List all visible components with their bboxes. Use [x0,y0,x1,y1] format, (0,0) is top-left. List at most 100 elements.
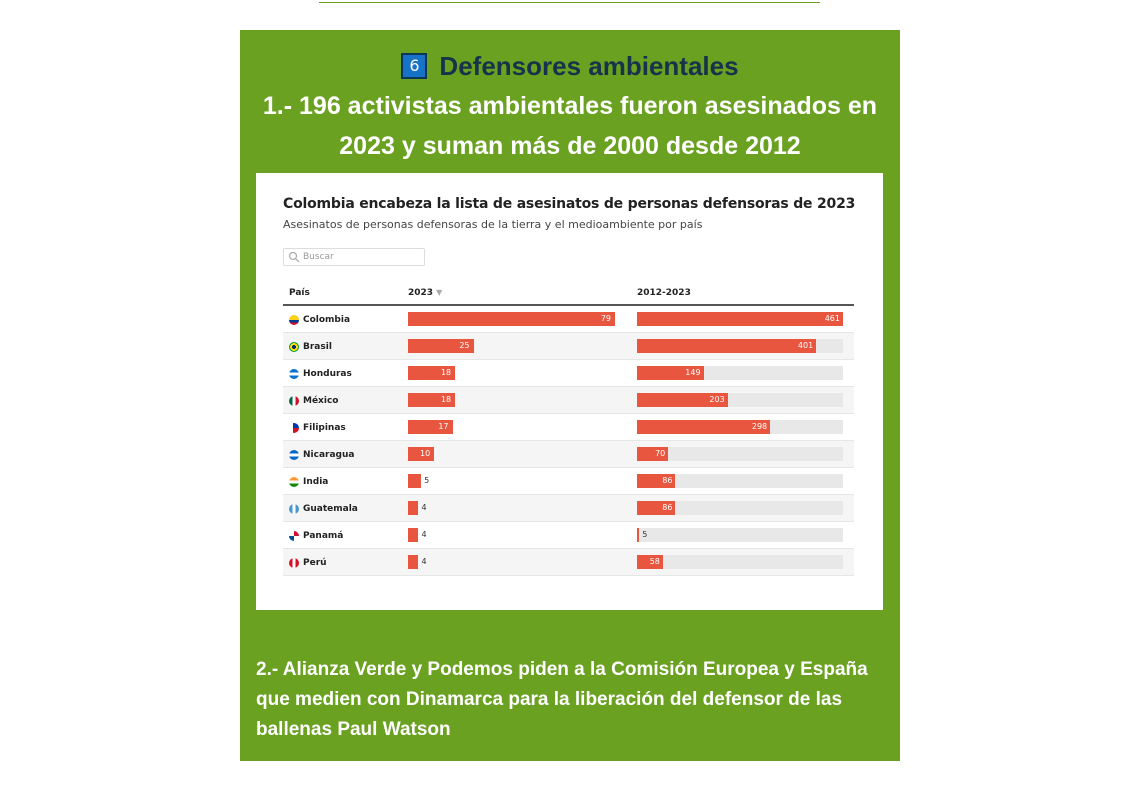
bar-2023-value: 79 [600,314,611,323]
bar-total [637,393,728,407]
table-row[interactable]: Filipinas 17 298 [283,414,854,441]
table-row[interactable]: México 18 203 [283,387,854,414]
bar-total-value: 203 [709,395,725,404]
country-name: Perú [303,557,327,568]
headline-1[interactable]: 1.- 196 activistas ambientales fueron as… [262,92,878,160]
india-flag-icon [289,476,299,487]
bar-2023 [408,393,456,407]
bar-total [637,555,663,569]
section-title: Defensores ambientales [439,50,739,81]
bar-total-value: 461 [824,314,840,323]
country-cell: Perú [289,549,327,576]
chart-card: Colombia encabeza la lista de asesinatos… [256,173,883,610]
bar-total-track [637,555,843,569]
bar-total-track [637,447,843,461]
bar-total-value: 86 [662,503,673,512]
table-body: Colombia 79 461 Brasil 25 401 Honduras 18 149 Méx… [283,306,854,576]
bar-total [637,366,704,380]
bar-total [637,312,843,326]
country-name: India [303,476,329,487]
nicaragua-flag-icon [289,449,299,460]
bar-2023-value: 4 [421,503,427,512]
search-icon [288,251,300,263]
country-name: Filipinas [303,422,346,433]
bar-total [637,474,676,488]
bar-total-value: 298 [751,422,768,431]
country-name: Colombia [303,314,351,325]
bar-2023-value: 5 [424,476,430,485]
bar-2023-value: 18 [440,395,452,404]
bar-2023-value: 4 [421,557,427,566]
guatemala-flag-icon [289,503,299,514]
bar-total-value: 58 [649,557,660,566]
bar-total [637,501,676,515]
table-row[interactable]: Nicaragua 10 70 [283,441,854,468]
country-cell: Guatemala [289,495,358,522]
bar-total-value: 149 [685,368,701,377]
bar-2023-value: 10 [420,449,431,458]
country-name: Honduras [303,368,352,379]
table-row[interactable]: Brasil 25 401 [283,333,854,360]
bar-total-value: 401 [797,341,814,350]
bar-2023-value: 17 [438,422,449,431]
table-row[interactable]: Honduras 18 149 [283,360,854,387]
chart-subtitle: Asesinatos de personas defensoras de la … [283,218,703,231]
headline-2[interactable]: 2.- Alianza Verde y Podemos piden a la C… [256,659,868,740]
filipinas-flag-icon [289,422,299,433]
bar-2023 [408,312,615,326]
search-placeholder: Buscar [303,252,334,262]
country-name: México [303,395,339,406]
colombia-flag-icon [289,314,299,325]
table-row[interactable]: Panamá 4 5 [283,522,854,549]
bar-total [637,420,771,434]
bar-2023 [408,555,419,569]
bar-2023-value: 18 [440,368,452,377]
newsletter-panel: 6 Defensores ambientales 1.- 196 activis… [240,30,900,761]
bar-2023 [408,339,474,353]
sort-desc-icon: ▼ [436,288,443,297]
bar-2023 [408,366,456,380]
country-cell: Colombia [289,306,350,333]
panama-flag-icon [289,530,299,541]
search-input[interactable]: Buscar [283,248,425,266]
country-name: Brasil [303,341,332,352]
bar-2023 [408,447,435,461]
top-divider [319,2,820,3]
table-row[interactable]: Guatemala 4 86 [283,495,854,522]
country-cell: Panamá [289,522,343,549]
country-name: Guatemala [303,503,358,514]
column-header-2023-label: 2023 [408,288,434,298]
table-row[interactable]: Perú 4 58 [283,549,854,576]
bar-total-track [637,528,843,542]
table-row[interactable]: India 5 86 [283,468,854,495]
section-header: 6 Defensores ambientales [240,50,900,82]
bar-2023-value: 4 [421,530,427,539]
column-header-2023[interactable]: 2023 ▼ [408,288,442,298]
column-header-total[interactable]: 2012-2023 [637,288,691,298]
mexico-flag-icon [289,395,299,406]
table-row[interactable]: Colombia 79 461 [283,306,854,333]
country-cell: Brasil [289,333,332,360]
peru-flag-icon [289,557,299,568]
bar-total-value: 5 [642,530,648,539]
bar-total-value: 70 [655,449,666,458]
country-cell: India [289,468,328,495]
honduras-flag-icon [289,368,299,379]
country-name: Panamá [303,530,344,541]
section-number-badge: 6 [401,53,428,79]
bar-total [637,447,669,461]
brasil-flag-icon [289,341,299,352]
country-cell: Filipinas [289,414,346,441]
bar-2023 [408,501,419,515]
bar-total [637,339,817,353]
country-name: Nicaragua [303,449,355,460]
bar-total-track [637,501,843,515]
header-divider [283,304,854,306]
bar-2023 [408,528,419,542]
column-header-country[interactable]: País [289,288,310,298]
country-cell: Honduras [289,360,352,387]
country-cell: Nicaragua [289,441,354,468]
chart-title: Colombia encabeza la lista de asesinatos… [283,196,856,212]
country-cell: México [289,387,338,414]
bar-total-track [637,474,843,488]
